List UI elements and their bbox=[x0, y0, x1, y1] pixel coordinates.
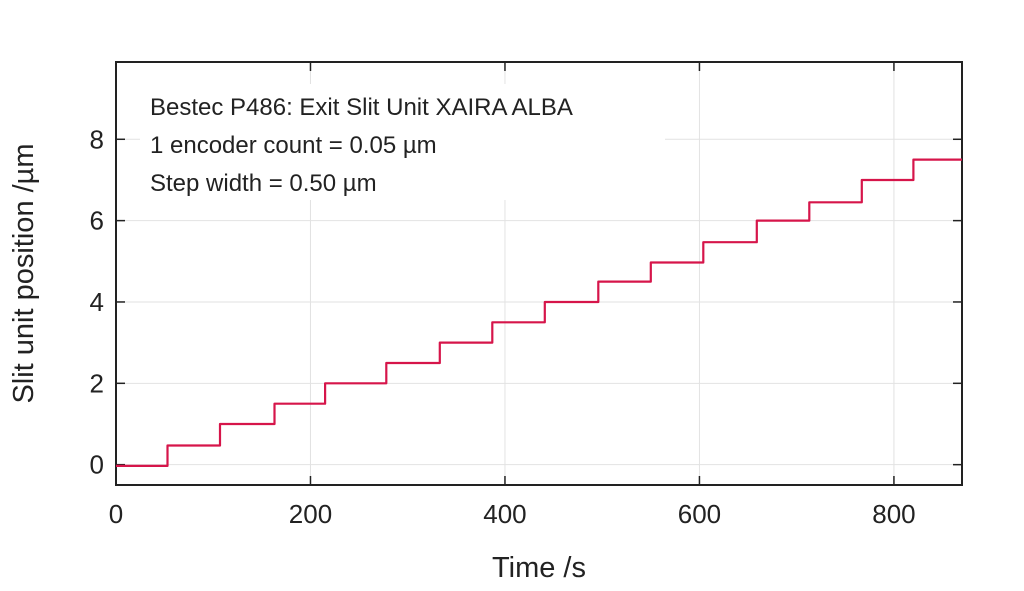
axis-tick-labels: 0 200 400 600 800 0 2 4 6 8 bbox=[90, 124, 916, 529]
series-line bbox=[116, 158, 962, 467]
y-tick-label: 4 bbox=[90, 287, 104, 317]
annotation-line-1: Bestec P486: Exit Slit Unit XAIRA ALBA bbox=[150, 94, 573, 121]
annotation-line-2: 1 encoder count = 0.05 µm bbox=[150, 132, 437, 159]
x-tick-label: 400 bbox=[483, 499, 526, 529]
plot-area-frame bbox=[115, 61, 963, 486]
annotation-background bbox=[140, 84, 665, 200]
series-group bbox=[116, 158, 962, 467]
x-tick-label: 600 bbox=[678, 499, 721, 529]
y-tick-label: 0 bbox=[90, 450, 104, 480]
x-axis-label: Time /s bbox=[492, 552, 586, 584]
x-tick-label: 800 bbox=[872, 499, 915, 529]
axis-ticks bbox=[115, 62, 962, 485]
y-axis-label: Slit unit position /µm bbox=[8, 143, 40, 403]
x-tick-label: 200 bbox=[289, 499, 332, 529]
x-tick-label: 0 bbox=[109, 499, 123, 529]
y-tick-label: 8 bbox=[90, 124, 104, 154]
y-tick-label: 2 bbox=[90, 368, 104, 398]
annotation-line-3: Step width = 0.50 µm bbox=[150, 170, 377, 197]
y-tick-label: 6 bbox=[90, 206, 104, 236]
